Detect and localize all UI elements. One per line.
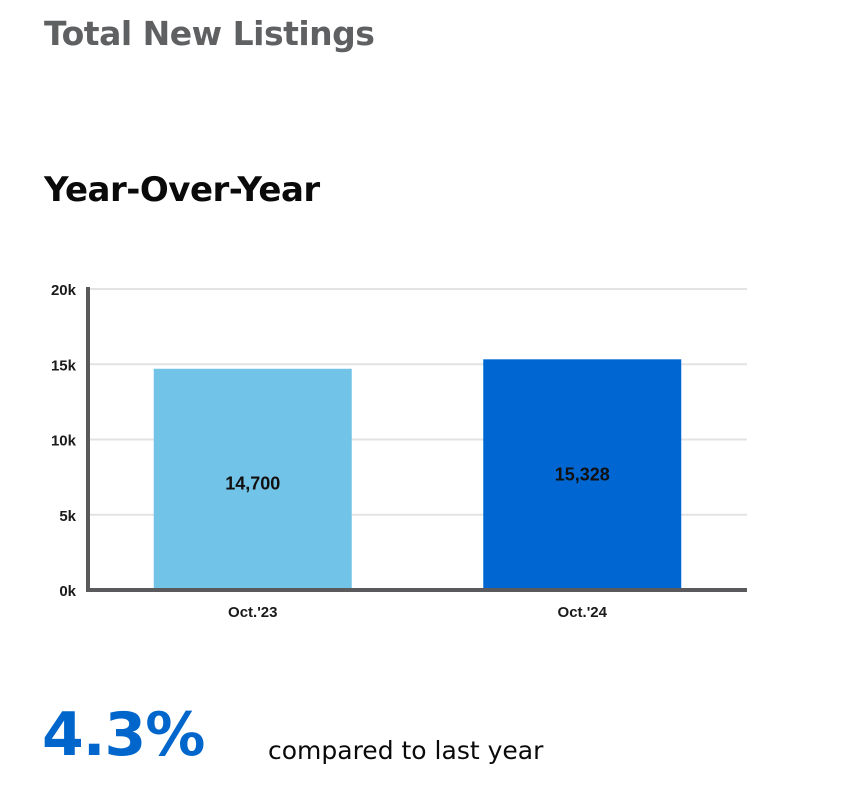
- y-tick-label: 15k: [51, 357, 77, 374]
- y-tick-label: 5k: [59, 508, 76, 525]
- x-tick-label: Oct.'24: [558, 604, 608, 621]
- x-tick-label: Oct.'23: [228, 604, 277, 621]
- bar: [153, 368, 352, 590]
- bar-chart: 0k 5k 10k 15k 20k 14,700 Oct.'23 15,328 Oct.'24: [51, 282, 747, 621]
- y-tick-label: 0k: [59, 583, 76, 600]
- percent-change-value: 4.3%: [42, 700, 205, 770]
- bar-value-label: 15,328: [555, 465, 610, 485]
- bar-value-label: 14,700: [225, 473, 280, 493]
- y-tick-label: 20k: [51, 282, 77, 299]
- page-title: Total New Listings: [44, 14, 375, 53]
- section-title: Year-Over-Year: [44, 170, 320, 210]
- bar: [483, 359, 682, 590]
- y-tick-label: 10k: [51, 433, 77, 450]
- percent-change-caption: compared to last year: [268, 736, 544, 765]
